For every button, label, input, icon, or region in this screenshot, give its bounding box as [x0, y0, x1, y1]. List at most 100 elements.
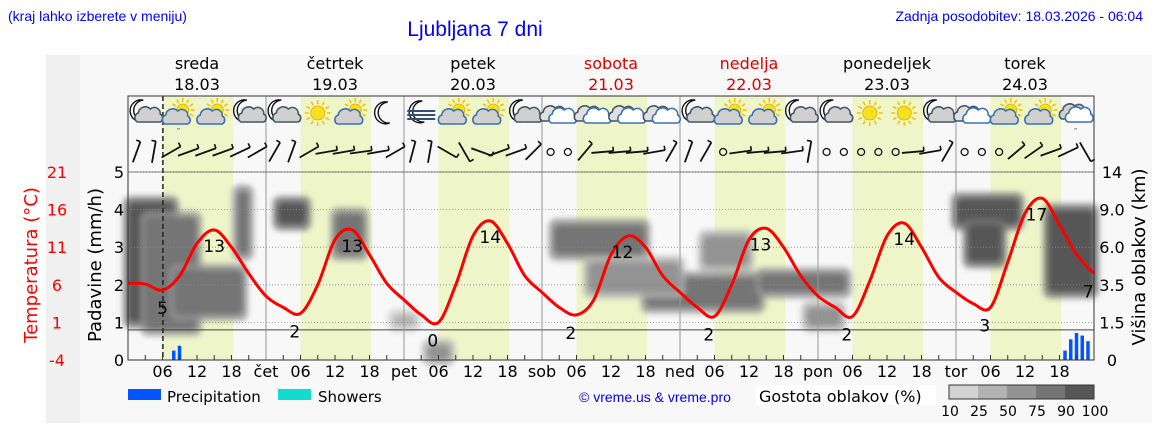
cloud-shape — [927, 106, 957, 123]
sun-ray — [361, 103, 367, 107]
wind-barb-icon — [315, 149, 338, 155]
wind-barb-flag — [213, 143, 217, 149]
colorbar-tick: 75 — [1028, 404, 1046, 420]
hour-tick: 12 — [463, 362, 483, 381]
cloud-shape — [989, 108, 1019, 125]
day-abbr-tick: čet — [254, 362, 279, 381]
wind-barb-icon — [132, 141, 142, 163]
wind-barb-icon — [591, 150, 614, 154]
sun-ray — [310, 101, 314, 106]
overcast-icon — [608, 105, 647, 124]
sun-ray — [1048, 99, 1052, 104]
day-name: sobota — [584, 54, 638, 73]
colorbar-segment — [949, 385, 978, 399]
sun-ray — [911, 105, 916, 110]
temperature-label: 2 — [289, 322, 300, 342]
day-name: petek — [450, 54, 496, 73]
moon-fog-icon — [407, 100, 436, 124]
cloud-cell — [237, 190, 249, 255]
cloud-cell — [335, 213, 364, 255]
sun-ray — [897, 120, 901, 125]
wind-barb-flag — [687, 139, 693, 143]
colorbar-segment — [1036, 385, 1065, 399]
sun-ray — [325, 116, 330, 121]
day-date: 22.03 — [726, 75, 772, 94]
precipitation-bar — [172, 350, 176, 360]
hour-tick: 18 — [497, 362, 517, 381]
wind-barb-icon — [161, 145, 182, 159]
moon-cloud-icon — [681, 99, 716, 123]
day-date: 20.03 — [450, 75, 496, 94]
wind-barb-icon — [427, 141, 433, 163]
hour-tick: 06 — [842, 362, 862, 381]
wind-barb-icon — [1057, 146, 1079, 158]
cloud-cell — [427, 344, 450, 360]
cloud-height-tick: 6.0 — [1099, 238, 1124, 257]
cloud-shape — [789, 106, 819, 123]
temperature-label: 3 — [979, 316, 990, 336]
precipitation-bar — [1086, 341, 1090, 360]
sun-ray — [206, 103, 211, 107]
wind-barb-icon — [1007, 144, 1026, 160]
wind-barb-flag — [247, 143, 251, 148]
wind-barb-flag — [801, 146, 804, 151]
wind-barbs — [132, 139, 1096, 163]
wind-barb-flag — [948, 139, 954, 144]
hour-tick: 18 — [911, 362, 931, 381]
day-date: 19.03 — [312, 75, 358, 94]
temperature-label: 14 — [479, 228, 501, 248]
legend-showers-label: Showers — [318, 388, 382, 406]
sun-ray — [306, 105, 311, 110]
weather-icons: ″ ″ — [129, 98, 1094, 138]
sun-ray — [908, 101, 912, 106]
sun-ray — [873, 101, 877, 106]
temp-tick: 6 — [52, 276, 62, 295]
wind-barb-icon — [919, 149, 942, 155]
sun-ray — [321, 120, 325, 125]
page-title: Ljubljana 7 dni — [407, 18, 542, 41]
temperature-label: 5 — [157, 299, 168, 319]
legend-cloud-title-bg — [756, 385, 936, 405]
legend-cloud-title: Gostota oblakov (%) — [759, 387, 922, 406]
sun-cloud-icon — [196, 98, 230, 125]
hour-tick: 06 — [566, 362, 586, 381]
wind-barb-icon — [505, 147, 527, 157]
day-date: 24.03 — [1002, 75, 1048, 94]
cloud-cell — [277, 202, 307, 225]
precip-tick: 2 — [114, 276, 124, 295]
location-hint[interactable]: (kraj lahko izberete v meniju) — [8, 8, 187, 24]
sun-ray — [877, 116, 882, 121]
hour-tick: 12 — [877, 362, 897, 381]
calm-wind-icon — [994, 147, 1004, 157]
sun-ray — [499, 113, 505, 117]
calm-wind-icon — [891, 147, 900, 157]
temperature-label: 2 — [565, 324, 576, 344]
hour-tick: 18 — [635, 362, 655, 381]
wind-barb-flag — [806, 139, 812, 142]
moon-cloud-icon — [232, 99, 267, 123]
precipitation-bar — [1069, 339, 1073, 360]
cloud-cell — [174, 269, 243, 315]
sun-ray — [897, 101, 901, 106]
cloud-height-tick: 9.0 — [1099, 201, 1124, 220]
sun-ray — [1051, 113, 1057, 117]
cloud-shape — [651, 107, 681, 124]
cloud-shape — [272, 106, 302, 123]
wind-barb-icon — [458, 142, 471, 162]
sun-ray — [999, 103, 1005, 107]
wind-barb-icon — [151, 141, 157, 163]
wind-barb-flag — [291, 139, 296, 143]
wind-barb-flag — [1090, 158, 1096, 163]
wind-barb-icon — [729, 149, 752, 155]
cloud-shape — [513, 106, 543, 123]
wind-barb-icon — [349, 149, 372, 155]
wind-barb-icon — [901, 150, 924, 154]
credit-link[interactable]: © vreme.us & vreme.pro — [579, 389, 731, 405]
calm-wind-icon — [874, 147, 883, 157]
day-abbr-tick: sob — [528, 362, 556, 381]
wind-barb-icon — [229, 146, 251, 158]
calm-wind-icon — [960, 147, 969, 157]
precip-tick: 3 — [114, 238, 124, 257]
wind-barb-icon — [212, 147, 234, 157]
sun-ray — [465, 113, 470, 117]
